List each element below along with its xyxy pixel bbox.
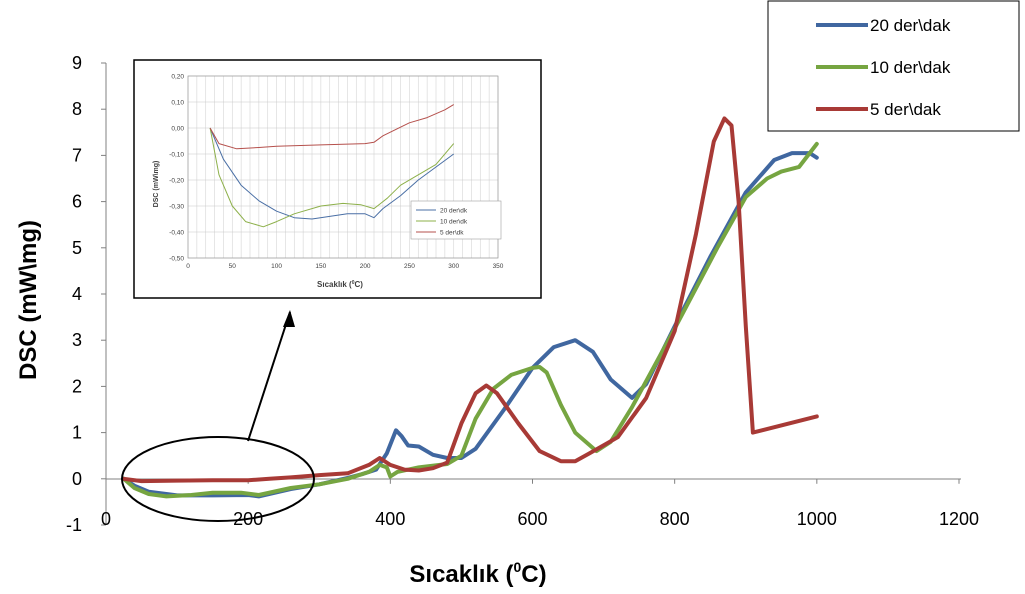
inset-y-tick-label: -0,30 <box>169 204 184 211</box>
inset-legend-label-10-der-dk: 10 der\dk <box>440 219 468 226</box>
y-tick-label: 6 <box>72 192 82 212</box>
inset-chart: -0,50 -0,40 -0,30 -0,20 -0,10 0,00 0,10 0,20 0 5… <box>133 59 542 299</box>
inset-x-tick-label: 350 <box>493 263 504 270</box>
x-axis-title-sup: 0 <box>513 559 521 575</box>
legend-box <box>767 0 1020 132</box>
legend-items: 20 der\dak 10 der\dak 5 der\dak <box>816 16 951 119</box>
inset-plot-border <box>187 75 499 259</box>
x-tick-label: 400 <box>375 509 405 529</box>
inset-y-tick-label: -0,10 <box>169 152 184 159</box>
inset-legend: 20 der\dk 10 der\dk 5 der\dk <box>410 200 502 240</box>
x-tick-label: 800 <box>660 509 690 529</box>
inset-x-title-tail: C) <box>355 280 364 289</box>
legend-label-20-der-dak: 20 der\dak <box>870 16 951 35</box>
y-ticks: -1 0 1 2 3 4 5 6 7 8 9 <box>66 53 106 535</box>
inset-y-tick-label: -0,20 <box>169 178 184 185</box>
x-axis-title-main: Sıcaklık ( <box>409 561 513 588</box>
inset-x-tick-label: 0 <box>186 263 190 270</box>
y-tick-label: 2 <box>72 376 82 396</box>
inset-y-tick-label: 0,20 <box>171 74 184 81</box>
inset-y-tick-label: 0,10 <box>171 100 184 107</box>
inset-x-title-main: Sıcaklık ( <box>317 280 352 289</box>
inset-legend-label-20-der-dk: 20 der\dk <box>440 208 468 215</box>
x-tick-label: 1200 <box>939 509 979 529</box>
x-axis-title-tail: C) <box>521 561 546 588</box>
highlight-ellipse <box>121 436 315 522</box>
series-line-5-der-dak <box>121 116 819 484</box>
inset-legend-label-5-der-dk: 5 der\dk <box>440 230 464 237</box>
callout-arrowhead <box>283 310 295 327</box>
inset-series <box>209 104 455 228</box>
inset-x-axis-title: Sıcaklık (0C) <box>317 280 363 289</box>
inset-y-tick-label: -0,40 <box>169 230 184 237</box>
inset-series-line-20-der-dk <box>209 127 454 220</box>
inset-frame <box>133 59 542 299</box>
callout-arrow <box>247 311 291 442</box>
inset-legend-items: 20 der\dk 10 der\dk 5 der\dk <box>416 208 468 237</box>
y-axis-title: DSC (mW\mg) <box>15 220 42 380</box>
y-tick-label: 9 <box>72 53 82 73</box>
x-tick-label: 0 <box>101 509 111 529</box>
y-tick-label: 5 <box>72 238 82 258</box>
x-tick-label: 600 <box>517 509 547 529</box>
y-tick-label: 7 <box>72 145 82 165</box>
inset-x-tick-label: 50 <box>229 263 237 270</box>
x-ticks: 0 200 400 600 800 1000 1200 <box>101 478 979 529</box>
inset-x-tick-label: 300 <box>448 263 459 270</box>
inset-y-tick-label: -0,50 <box>169 256 184 263</box>
inset-y-ticks: -0,50 -0,40 -0,30 -0,20 -0,10 0,00 0,10 0,20 <box>169 74 184 263</box>
inset-y-tick-label: 0,00 <box>171 126 184 133</box>
inset-x-tick-label: 150 <box>315 263 326 270</box>
y-tick-label: 1 <box>72 423 82 443</box>
inset-x-title-sup: 0 <box>352 280 355 286</box>
main-series <box>121 116 819 499</box>
x-tick-label: 1000 <box>797 509 837 529</box>
inset-x-tick-label: 100 <box>271 263 282 270</box>
y-tick-label: 3 <box>72 330 82 350</box>
legend: 20 der\dak 10 der\dak 5 der\dak <box>767 0 1020 132</box>
inset-x-tick-label: 250 <box>404 263 415 270</box>
y-tick-label: 0 <box>72 469 82 489</box>
inset-legend-box <box>410 200 502 240</box>
inset-series-line-5-der-dk <box>209 104 454 150</box>
inset-y-axis-title: DSC (mW\mg) <box>153 161 160 208</box>
x-axis-title: Sıcaklık (0C) <box>409 559 546 588</box>
inset-x-tick-label: 200 <box>360 263 371 270</box>
y-tick-label: 8 <box>72 99 82 119</box>
inset-x-ticks: 0 50 100 150 200 250 300 350 <box>186 263 504 270</box>
inset-series-line-10-der-dk <box>209 127 455 228</box>
legend-label-10-der-dak: 10 der\dak <box>870 58 951 77</box>
y-tick-label: -1 <box>66 515 82 535</box>
y-tick-label: 4 <box>72 284 82 304</box>
legend-label-5-der-dak: 5 der\dak <box>870 100 941 119</box>
